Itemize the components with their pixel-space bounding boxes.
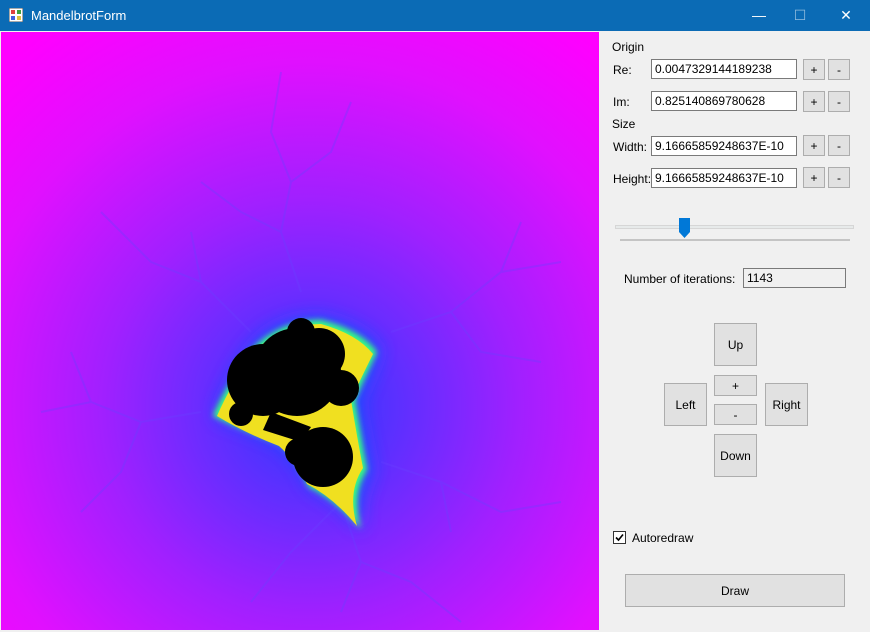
mandelbrot-canvas[interactable]	[1, 32, 599, 630]
re-label: Re:	[613, 63, 632, 77]
minimize-button[interactable]: —	[737, 0, 781, 31]
right-button[interactable]: Right	[765, 383, 808, 426]
title-bar: MandelbrotForm — ☐ ✕	[0, 0, 870, 31]
im-input[interactable]: 0.825140869780628	[651, 91, 797, 111]
height-label: Height:	[613, 172, 652, 186]
iterations-label: Number of iterations:	[624, 272, 736, 286]
im-label: Im:	[613, 95, 630, 109]
checkmark-icon	[615, 533, 624, 542]
im-minus-button[interactable]: -	[828, 91, 850, 112]
origin-label: Origin	[612, 40, 645, 54]
width-minus-button[interactable]: -	[828, 135, 850, 156]
im-plus-button[interactable]: +	[803, 91, 825, 112]
up-button[interactable]: Up	[714, 323, 757, 366]
zoom-out-button[interactable]: -	[714, 404, 757, 425]
zoom-in-button[interactable]: +	[714, 375, 757, 396]
iterations-value[interactable]: 1143	[743, 268, 846, 288]
iterations-slider-thumb[interactable]	[679, 218, 690, 238]
re-minus-button[interactable]: -	[828, 59, 850, 80]
width-plus-button[interactable]: +	[803, 135, 825, 156]
minimize-icon: —	[752, 7, 766, 23]
down-button[interactable]: Down	[714, 434, 757, 477]
fractal-image	[1, 32, 599, 630]
re-plus-button[interactable]: +	[803, 59, 825, 80]
app-icon	[9, 8, 23, 22]
window-title: MandelbrotForm	[31, 8, 127, 23]
left-button[interactable]: Left	[664, 383, 707, 426]
maximize-icon: ☐	[793, 7, 807, 23]
size-label: Size	[612, 117, 636, 131]
slider-tick-bar	[620, 239, 850, 241]
maximize-button[interactable]: ☐	[778, 0, 822, 31]
draw-button[interactable]: Draw	[625, 574, 845, 607]
close-button[interactable]: ✕	[824, 0, 868, 31]
height-minus-button[interactable]: -	[828, 167, 850, 188]
close-icon: ✕	[840, 7, 852, 23]
iterations-slider-track[interactable]	[615, 225, 854, 229]
autoredraw-label[interactable]: Autoredraw	[632, 531, 694, 545]
width-label: Width:	[613, 140, 648, 154]
autoredraw-checkbox[interactable]	[613, 531, 626, 544]
re-input[interactable]: 0.0047329144189238	[651, 59, 797, 79]
height-plus-button[interactable]: +	[803, 167, 825, 188]
height-input[interactable]: 9.16665859248637E-10	[651, 168, 797, 188]
width-input[interactable]: 9.16665859248637E-10	[651, 136, 797, 156]
